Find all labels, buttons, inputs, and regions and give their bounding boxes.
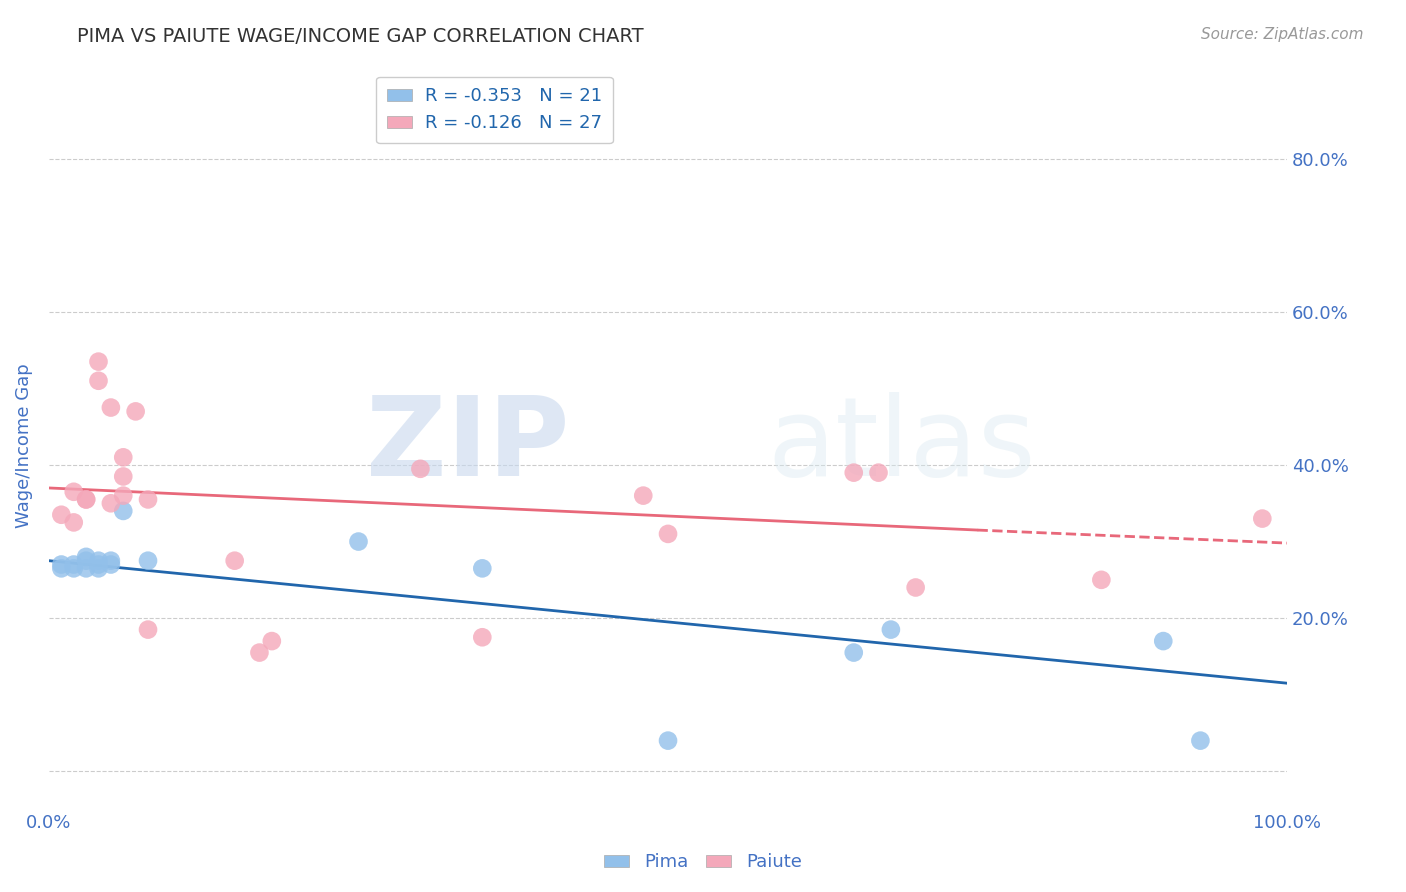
Point: [87, 561, 110, 575]
Point: [347, 534, 370, 549]
Point: [471, 630, 494, 644]
Text: Source: ZipAtlas.com: Source: ZipAtlas.com: [1201, 27, 1364, 42]
Point: [75, 561, 97, 575]
Point: [124, 404, 146, 418]
Point: [62, 561, 84, 575]
Point: [249, 646, 271, 660]
Point: [904, 581, 927, 595]
Point: [75, 554, 97, 568]
Point: [62, 558, 84, 572]
Point: [409, 462, 432, 476]
Point: [1251, 511, 1274, 525]
Point: [471, 561, 494, 575]
Legend: Pima, Paiute: Pima, Paiute: [598, 847, 808, 879]
Point: [51, 558, 73, 572]
Point: [51, 561, 73, 575]
Point: [657, 527, 679, 541]
Point: [75, 492, 97, 507]
Point: [87, 354, 110, 368]
Point: [112, 450, 135, 465]
Point: [75, 492, 97, 507]
Point: [842, 466, 865, 480]
Point: [136, 492, 159, 507]
Text: PIMA VS PAIUTE WAGE/INCOME GAP CORRELATION CHART: PIMA VS PAIUTE WAGE/INCOME GAP CORRELATI…: [77, 27, 644, 45]
Point: [112, 504, 135, 518]
Point: [1189, 733, 1212, 747]
Point: [62, 484, 84, 499]
Point: [136, 554, 159, 568]
Point: [880, 623, 903, 637]
Text: ZIP: ZIP: [366, 392, 569, 500]
Point: [100, 558, 122, 572]
Point: [100, 401, 122, 415]
Point: [100, 496, 122, 510]
Legend: R = -0.353   N = 21, R = -0.126   N = 27: R = -0.353 N = 21, R = -0.126 N = 27: [377, 77, 613, 144]
Point: [87, 558, 110, 572]
Point: [842, 646, 865, 660]
Point: [868, 466, 890, 480]
Text: atlas: atlas: [768, 392, 1036, 500]
Point: [87, 554, 110, 568]
Point: [87, 374, 110, 388]
Point: [136, 623, 159, 637]
Point: [51, 508, 73, 522]
Point: [62, 516, 84, 530]
Point: [112, 469, 135, 483]
Point: [1152, 634, 1174, 648]
Point: [224, 554, 246, 568]
Point: [75, 549, 97, 564]
Y-axis label: Wage/Income Gap: Wage/Income Gap: [15, 363, 32, 528]
Point: [260, 634, 283, 648]
Point: [633, 489, 655, 503]
Point: [100, 554, 122, 568]
Point: [112, 489, 135, 503]
Point: [1090, 573, 1112, 587]
Point: [657, 733, 679, 747]
